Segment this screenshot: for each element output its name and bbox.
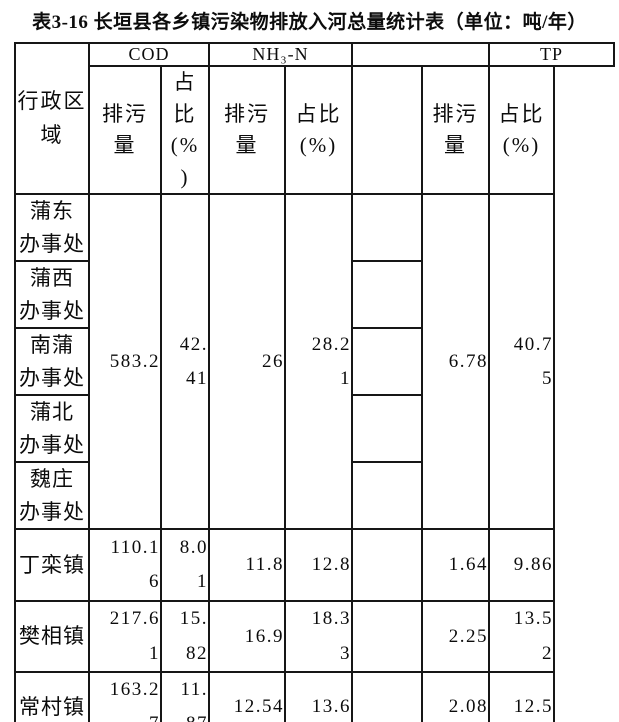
table-title: 表3-16 长垣县各乡镇污染物排放入河总量统计表（单位：吨/年） <box>32 12 587 33</box>
header-nh3-amount: 排污 量 <box>208 65 287 195</box>
header-blank-cell <box>351 65 424 195</box>
header-nh3-pct: 占比 (%) <box>284 65 354 195</box>
merged-nh3-pct: 28.2 1 <box>284 192 354 531</box>
pct4-cell: 13.5 2 <box>488 600 556 673</box>
amount3-cell: 1.64 <box>421 528 491 603</box>
nh3-pct-cell: 13.6 <box>284 670 354 722</box>
cod-amount-cell: 110.1 6 <box>88 528 162 603</box>
empty-cell <box>351 260 424 330</box>
header-pct4: 占比 (%) <box>488 65 556 195</box>
merged-cod-pct: 42. 41 <box>159 192 211 531</box>
ghost-cell <box>554 462 614 529</box>
district-cell: 丁栾镇 <box>14 528 90 603</box>
table-row: 蒲东 办事处 583.2 42. 41 26 28.2 1 6.78 40.7 … <box>14 192 614 531</box>
empty-cell <box>351 327 424 397</box>
merged-pct4: 40.7 5 <box>488 192 556 531</box>
district-cell-puxi: 蒲西 办事处 <box>14 260 90 330</box>
empty-cell <box>351 528 424 603</box>
nh3-amount-cell: 11.8 <box>208 528 287 603</box>
ghost-cell <box>554 194 614 261</box>
cod-amount-cell: 163.2 7 <box>88 670 162 722</box>
empty-cell <box>351 461 424 531</box>
empty-cell <box>351 600 424 673</box>
pct4-cell: 12.5 <box>488 670 556 722</box>
district-cell-nanpu: 南蒲 办事处 <box>14 327 90 397</box>
district-cell: 常村镇 <box>14 670 90 722</box>
nh3-amount-cell: 12.54 <box>208 670 287 722</box>
cod-pct-cell: 8.0 1 <box>159 528 211 603</box>
ghost-cell <box>554 328 614 395</box>
ghost-cell <box>554 601 614 671</box>
table-row: 蒲西 办事处 <box>14 260 614 330</box>
sub-header-row: 排污 量 占 比 (% ) 排污 量 占比 (%) 排污 量 占比 (%) <box>15 65 614 195</box>
ghost-cell <box>554 66 614 194</box>
merged-nh3-amount: 26 <box>208 192 287 531</box>
merged-cod-amount: 583.2 <box>88 192 162 531</box>
nh3-pct-cell: 18.3 3 <box>284 600 354 673</box>
pct4-cell: 9.86 <box>488 528 556 603</box>
district-cell-pudong: 蒲东 办事处 <box>14 192 90 263</box>
nh3-amount-cell: 16.9 <box>208 600 287 673</box>
district-cell: 樊相镇 <box>14 600 90 673</box>
empty-cell <box>351 394 424 464</box>
header-amount3: 排污 量 <box>421 65 491 195</box>
cod-pct-cell: 15. 82 <box>159 600 211 673</box>
amount3-cell: 2.25 <box>421 600 491 673</box>
empty-cell <box>351 192 424 263</box>
pollutant-statistics-table: 行政区 域 COD NH₃-N TP 排污 量 占 比 (% ) 排污 量 占比… <box>14 42 616 722</box>
table-row: 魏庄 办事处 <box>14 461 614 531</box>
table-row: 蒲北 办事处 <box>14 394 614 464</box>
cod-pct-cell: 11. 87 <box>159 670 211 722</box>
district-cell-pubei: 蒲北 办事处 <box>14 394 90 464</box>
group-header-blank <box>351 42 491 67</box>
empty-cell <box>351 670 424 722</box>
group-header-nh3n: NH₃-N <box>208 42 354 67</box>
corner-header-region: 行政区 域 <box>14 42 90 195</box>
header-cod-pct: 占 比 (% ) <box>159 65 211 195</box>
ghost-cell <box>554 395 614 462</box>
table-row-fanxiang: 樊相镇 217.6 1 15. 82 16.9 18.3 3 2.25 13.5… <box>14 600 614 673</box>
ghost-cell <box>554 261 614 328</box>
group-header-cod: COD <box>87 42 211 67</box>
ghost-cell <box>554 672 614 722</box>
group-header-row: 行政区 域 COD NH₃-N TP <box>14 42 616 195</box>
table-row: 南蒲 办事处 <box>14 327 614 397</box>
district-cell-weizhuang: 魏庄 办事处 <box>14 461 90 531</box>
nh3-pct-cell: 12.8 <box>284 528 354 603</box>
header-cod-amount: 排污 量 <box>88 65 162 195</box>
merged-amount3: 6.78 <box>421 192 491 531</box>
table-row-dingluan: 丁栾镇 110.1 6 8.0 1 11.8 12.8 1.64 9.86 <box>14 528 614 603</box>
table-row-changcun: 常村镇 163.2 7 11. 87 12.54 13.6 2.08 12.5 <box>14 670 614 722</box>
ghost-cell <box>554 529 614 601</box>
cod-amount-cell: 217.6 1 <box>88 600 162 673</box>
amount3-cell: 2.08 <box>421 670 491 722</box>
group-header-tp: TP <box>488 42 616 67</box>
